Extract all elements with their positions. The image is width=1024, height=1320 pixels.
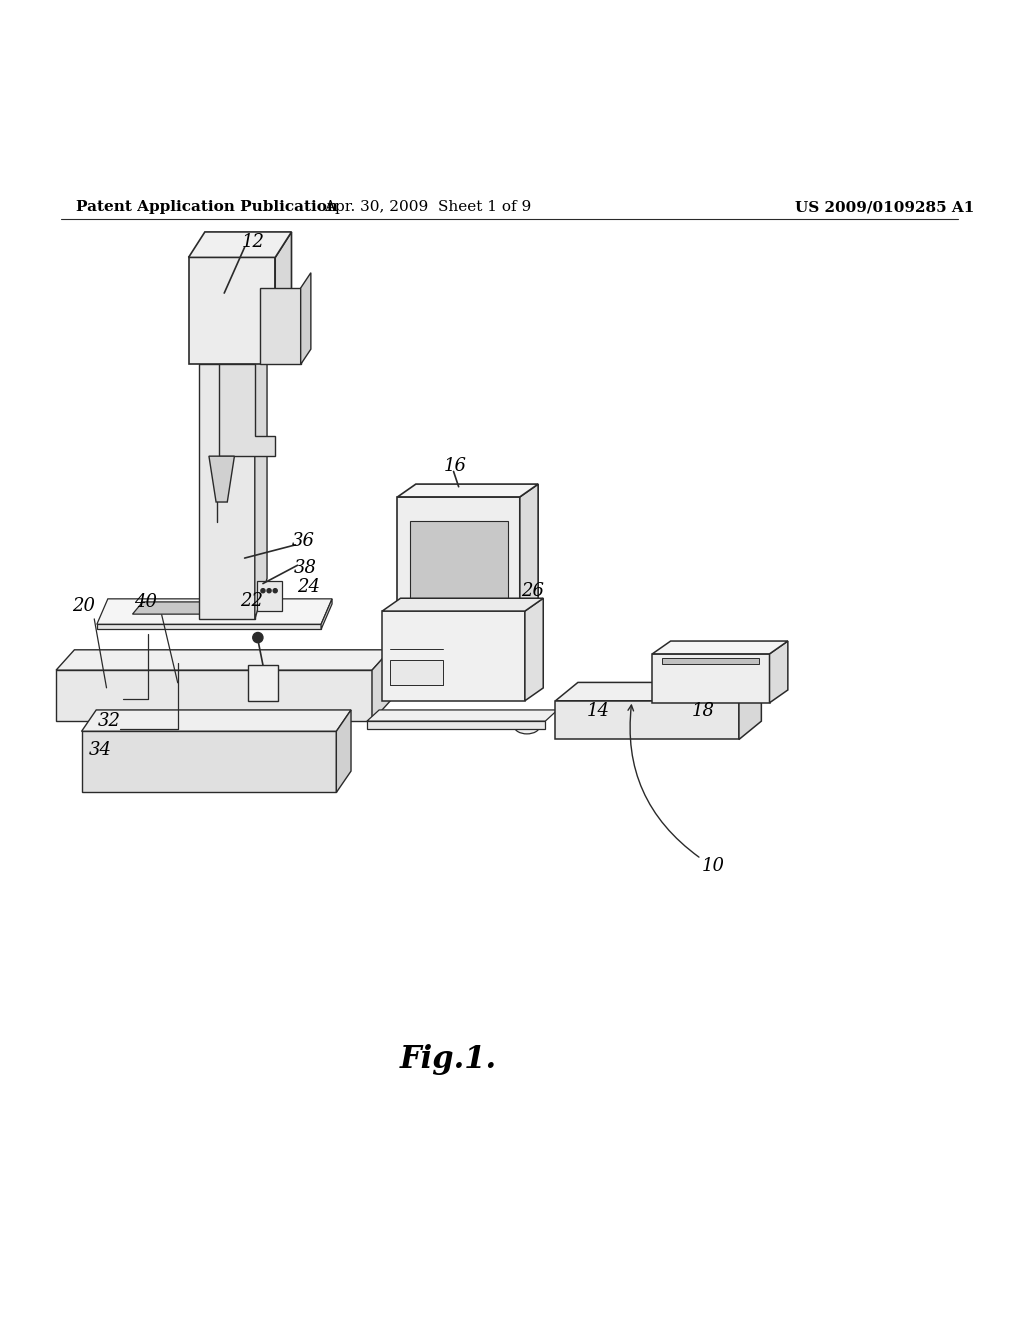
Polygon shape <box>301 273 311 364</box>
Polygon shape <box>322 599 332 630</box>
Polygon shape <box>97 624 322 630</box>
Polygon shape <box>132 602 214 614</box>
Text: 10: 10 <box>701 857 725 875</box>
Polygon shape <box>663 657 760 664</box>
Polygon shape <box>209 457 234 502</box>
Text: 16: 16 <box>444 457 467 475</box>
Text: Fig.1.: Fig.1. <box>400 1044 497 1074</box>
Ellipse shape <box>514 718 540 734</box>
Text: Apr. 30, 2009  Sheet 1 of 9: Apr. 30, 2009 Sheet 1 of 9 <box>325 201 531 214</box>
Circle shape <box>267 589 271 593</box>
Polygon shape <box>336 710 351 792</box>
Polygon shape <box>397 484 539 496</box>
Polygon shape <box>382 598 544 611</box>
Text: 26: 26 <box>521 582 545 599</box>
Polygon shape <box>56 671 372 721</box>
Polygon shape <box>390 660 443 685</box>
Polygon shape <box>525 598 544 701</box>
Text: 40: 40 <box>134 593 158 611</box>
Polygon shape <box>188 257 275 364</box>
Text: 34: 34 <box>88 741 112 759</box>
Text: 22: 22 <box>241 591 263 610</box>
Polygon shape <box>219 364 275 457</box>
Text: 12: 12 <box>242 234 264 251</box>
Circle shape <box>261 589 265 593</box>
Polygon shape <box>82 731 336 792</box>
Text: Patent Application Publication: Patent Application Publication <box>77 201 339 214</box>
Text: 38: 38 <box>294 560 317 577</box>
Polygon shape <box>555 682 762 701</box>
Polygon shape <box>382 611 525 701</box>
Polygon shape <box>275 232 292 364</box>
Polygon shape <box>769 642 787 702</box>
Text: US 2009/0109285 A1: US 2009/0109285 A1 <box>795 201 975 214</box>
Polygon shape <box>652 653 769 702</box>
Polygon shape <box>257 581 283 611</box>
Circle shape <box>273 589 278 593</box>
Text: 14: 14 <box>587 702 609 719</box>
Text: 24: 24 <box>297 578 321 595</box>
Polygon shape <box>372 649 390 721</box>
Text: 32: 32 <box>97 713 121 730</box>
Polygon shape <box>255 323 267 619</box>
Polygon shape <box>397 496 520 614</box>
Polygon shape <box>199 364 255 619</box>
Polygon shape <box>260 288 301 364</box>
Polygon shape <box>555 701 739 739</box>
Polygon shape <box>82 710 351 731</box>
Polygon shape <box>520 484 539 614</box>
Polygon shape <box>188 232 292 257</box>
Polygon shape <box>652 642 787 653</box>
Polygon shape <box>248 665 279 701</box>
Polygon shape <box>739 682 762 739</box>
Polygon shape <box>367 710 557 721</box>
Circle shape <box>253 632 263 643</box>
Polygon shape <box>56 649 390 671</box>
Text: 36: 36 <box>292 532 315 549</box>
Polygon shape <box>367 721 546 730</box>
Text: 18: 18 <box>692 702 715 719</box>
Polygon shape <box>410 521 508 602</box>
Polygon shape <box>97 599 332 624</box>
Text: 20: 20 <box>72 597 95 615</box>
